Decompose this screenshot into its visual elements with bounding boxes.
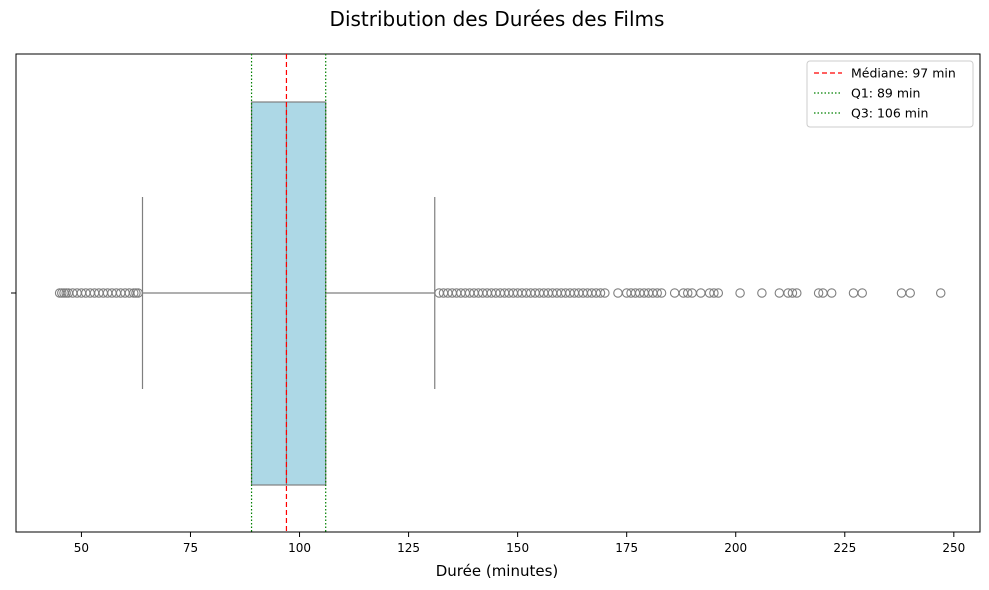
outlier-point <box>787 288 798 298</box>
outlier-point <box>613 288 623 298</box>
outlier-point <box>757 288 767 298</box>
outlier-point <box>735 288 745 298</box>
outlier-point <box>656 288 667 298</box>
outlier-point <box>905 288 915 298</box>
chart-title: Distribution des Durées des Films <box>330 7 665 31</box>
outlier-point <box>792 288 802 298</box>
x-axis: 50 75 100 125 150 175 200 225 250 <box>74 532 965 555</box>
x-tick-label: 150 <box>506 541 529 555</box>
iqr-box <box>250 101 327 486</box>
outlier-point <box>713 288 724 298</box>
x-tick-label: 175 <box>615 541 638 555</box>
outlier-point <box>709 288 719 298</box>
plot-layer <box>54 54 946 532</box>
x-tick-label: 250 <box>942 541 965 555</box>
outlier-point <box>935 288 946 298</box>
outlier-point <box>826 288 837 298</box>
outlier-point <box>600 288 610 298</box>
outlier-point <box>682 288 693 298</box>
x-axis-title: Durée (minutes) <box>436 562 559 580</box>
outlier-point <box>813 288 824 298</box>
outlier-point <box>669 288 680 298</box>
legend-label: Q1: 89 min <box>851 86 920 101</box>
legend-box <box>806 60 974 128</box>
x-tick-label: 75 <box>183 541 198 555</box>
x-tick-label: 50 <box>74 541 89 555</box>
x-tick-label: 200 <box>724 541 747 555</box>
legend-label: Q3: 106 min <box>851 106 928 121</box>
x-tick-label: 125 <box>397 541 420 555</box>
outlier-point <box>857 288 867 298</box>
x-tick-label: 100 <box>288 541 311 555</box>
x-tick-label: 225 <box>833 541 856 555</box>
outlier-point <box>595 288 606 298</box>
outlier-point <box>774 288 785 298</box>
outlier-point <box>133 288 143 298</box>
legend: Médiane: 97 min Q1: 89 min Q3: 106 min <box>806 60 974 128</box>
outlier-point <box>848 288 859 298</box>
outlier-point <box>696 288 706 298</box>
outlier-point <box>896 288 907 298</box>
outlier-point <box>652 288 662 298</box>
legend-label: Médiane: 97 min <box>851 66 956 81</box>
